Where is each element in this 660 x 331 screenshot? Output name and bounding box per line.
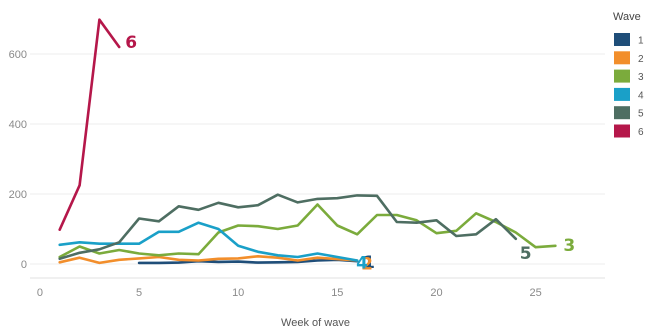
series-line-wave-3 — [58, 203, 557, 259]
legend-swatch — [614, 69, 630, 83]
y-tick-label: 400 — [9, 119, 27, 131]
end-label-wave-6: 6 — [125, 33, 137, 53]
legend-swatch — [614, 87, 630, 101]
legend-swatch — [614, 33, 630, 46]
series-line-wave-5 — [58, 193, 518, 261]
y-tick-label: 200 — [9, 189, 27, 201]
grid — [30, 53, 605, 265]
series-line-wave-6 — [58, 18, 121, 231]
legend: Wave 1 2 3 4 5 6 — [613, 11, 644, 138]
legend-label: 3 — [638, 72, 644, 83]
series-line-wave-2 — [58, 254, 359, 265]
x-tick-label: 10 — [232, 287, 244, 299]
end-label-wave-2: 2 — [361, 255, 373, 275]
x-tick-label: 0 — [37, 287, 43, 299]
series — [58, 18, 557, 265]
legend-label: 2 — [638, 54, 644, 65]
legend-swatch — [614, 106, 630, 120]
legend-title: Wave — [613, 11, 641, 23]
x-tick-label: 15 — [331, 287, 343, 299]
series-line-wave-1 — [137, 258, 359, 265]
end-label-wave-4: 4 — [356, 254, 368, 274]
y-tick-label: 0 — [21, 259, 27, 271]
end-label-wave-5: 5 — [520, 244, 532, 264]
end-labels: 12 3 4 5 6 — [125, 33, 575, 275]
x-tick-label: 25 — [529, 287, 541, 299]
legend-label: 6 — [638, 127, 644, 138]
legend-label: 4 — [638, 90, 644, 101]
legend-label: 1 — [638, 36, 644, 47]
legend-swatch — [614, 51, 630, 65]
legend-label: 5 — [638, 109, 644, 120]
end-label-wave-1: 1 — [363, 253, 375, 273]
y-tick-label: 600 — [9, 49, 27, 61]
series-line-wave-4 — [58, 221, 359, 262]
legend-swatch — [614, 124, 630, 138]
x-tick-label: 20 — [430, 287, 442, 299]
x-axis-title: Week of wave — [281, 317, 350, 329]
x-tick-label: 5 — [136, 287, 142, 299]
end-label-wave-3: 3 — [563, 236, 575, 256]
